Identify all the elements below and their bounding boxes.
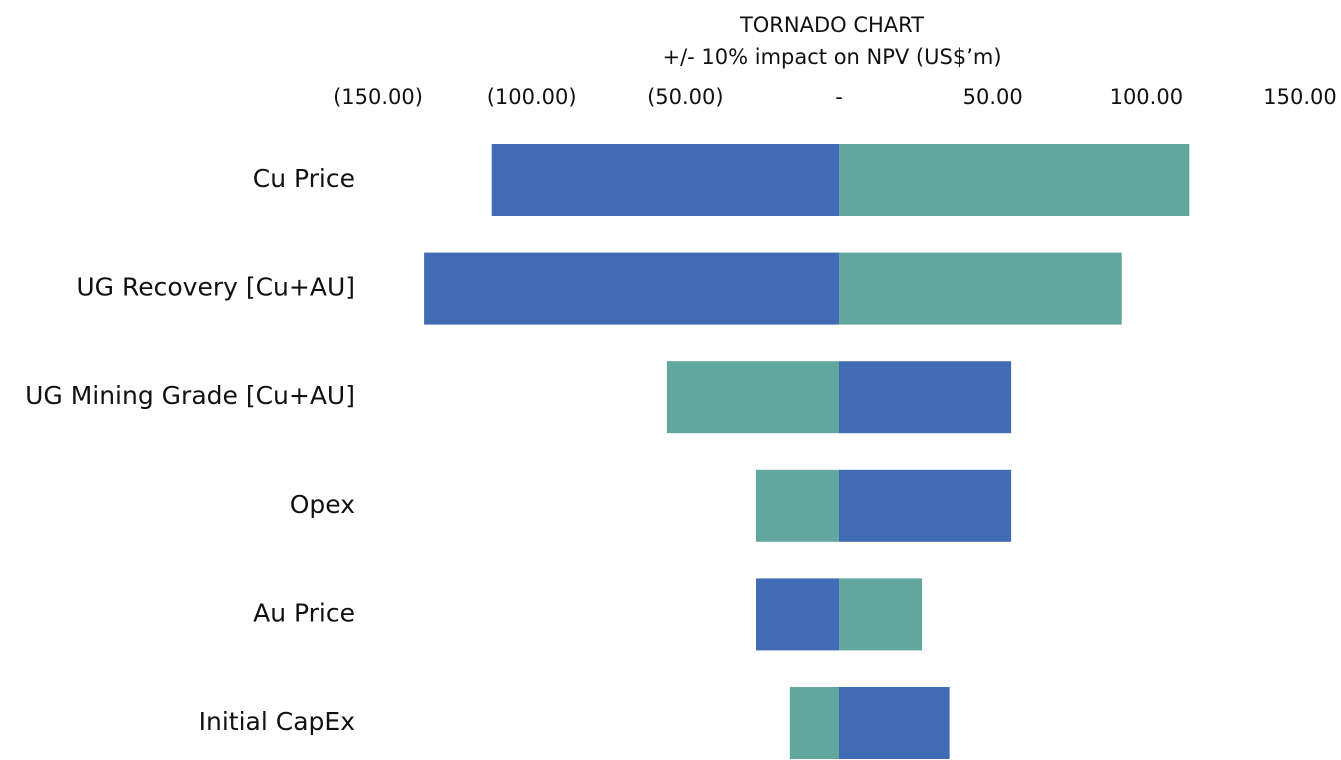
bar: [789, 687, 839, 759]
category-label: Cu Price: [253, 164, 355, 193]
category-label: Opex: [290, 490, 355, 519]
chart-subtitle: +/- 10% impact on NPV (US$’m): [662, 45, 1001, 69]
x-tick-label: 50.00: [963, 85, 1023, 109]
category-label: Initial CapEx: [199, 707, 355, 736]
bar: [839, 469, 1012, 542]
category-label: Au Price: [253, 598, 355, 627]
bar: [666, 361, 839, 434]
bar: [839, 578, 922, 651]
bar: [756, 469, 839, 542]
x-tick-label: 150.00: [1263, 85, 1336, 109]
x-tick-label: (50.00): [647, 85, 724, 109]
bar: [839, 252, 1122, 325]
bar: [756, 578, 839, 651]
x-tick-label: 100.00: [1110, 85, 1183, 109]
bar: [839, 361, 1012, 434]
bar: [839, 144, 1190, 216]
chart-title: TORNADO CHART: [739, 13, 924, 37]
bar: [839, 687, 950, 759]
x-tick-label: (150.00): [333, 85, 423, 109]
category-label: UG Mining Grade [Cu+AU]: [25, 381, 355, 410]
x-tick-label: (100.00): [487, 85, 577, 109]
bar: [424, 252, 839, 325]
category-label: UG Recovery [Cu+AU]: [76, 273, 355, 302]
x-tick-label: -: [835, 85, 843, 109]
bar: [491, 144, 839, 216]
